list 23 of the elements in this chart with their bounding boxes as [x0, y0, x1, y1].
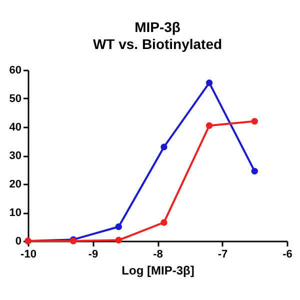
point	[160, 219, 168, 226]
point	[206, 79, 213, 86]
point	[160, 144, 168, 150]
y-tick-label: 20	[9, 178, 22, 190]
y-tick-label: 30	[9, 150, 22, 162]
x-tick-label: -7	[218, 248, 228, 260]
point	[115, 223, 122, 230]
chart-title: MIP-3β	[134, 19, 181, 35]
y-tick-label: 40	[9, 122, 22, 134]
point	[206, 122, 213, 129]
y-tick-label: 10	[9, 207, 22, 219]
point	[115, 236, 122, 244]
x-tick-label: -9	[88, 248, 98, 260]
chart-subtitle: WT vs. Biotinylated	[92, 36, 222, 52]
x-tick-label: -8	[153, 248, 163, 260]
y-tick-label: 50	[9, 93, 22, 105]
point	[251, 118, 258, 125]
point	[251, 168, 258, 175]
x-tick-label: -6	[282, 248, 292, 260]
x-axis-title: Log [MIP-3β]	[122, 264, 194, 278]
y-tick-label: 60	[9, 64, 22, 76]
x-tick-label: -10	[20, 248, 36, 260]
y-tick-label: 0	[15, 236, 22, 248]
